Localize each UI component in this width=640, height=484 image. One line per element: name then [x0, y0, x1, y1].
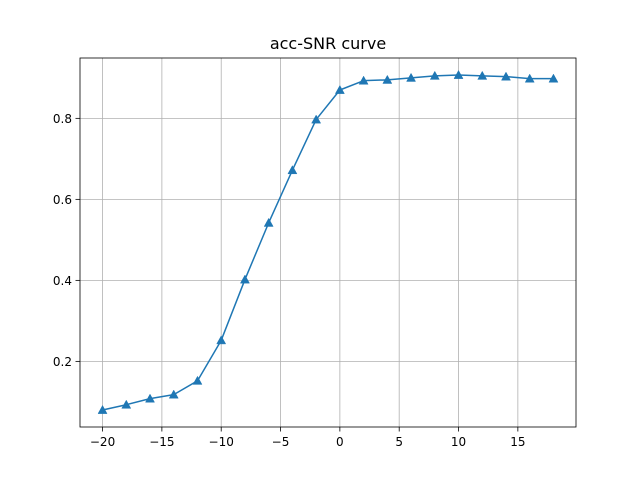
data-point-marker [548, 73, 559, 83]
data-point-marker [453, 69, 464, 79]
x-tick-label: 5 [395, 435, 403, 449]
data-point-marker [192, 375, 203, 385]
data-point-marker [501, 71, 511, 81]
x-tick-label: −20 [90, 435, 115, 449]
y-tick-label: 0.6 [53, 193, 72, 207]
data-point-marker [382, 74, 393, 84]
grid [80, 58, 576, 427]
y-tick-label: 0.4 [53, 274, 72, 288]
y-tick-label: 0.2 [53, 355, 72, 369]
data-point-marker [97, 404, 108, 414]
data-point-marker [287, 165, 298, 175]
series-line [102, 74, 554, 411]
x-tick-label: −5 [272, 435, 290, 449]
data-point-marker [168, 389, 179, 399]
chart-title: acc-SNR curve [270, 34, 386, 53]
x-tick-label: 0 [336, 435, 344, 449]
data-point-marker [477, 70, 488, 80]
data-point-marker [429, 70, 440, 80]
data-point-marker [216, 335, 227, 345]
x-tick-label: 15 [510, 435, 525, 449]
y-axis: 0.2 0.4 0.6 0.8 [53, 112, 80, 369]
x-tick-label: −15 [149, 435, 174, 449]
data-point-marker [406, 72, 416, 82]
series-layer [97, 69, 559, 414]
plot-frame [79, 57, 577, 428]
data-point-marker [263, 217, 274, 227]
x-axis: −20 −15 −10 −5 0 5 10 15 [90, 427, 525, 449]
data-point-marker [334, 84, 345, 94]
data-point-marker [121, 399, 132, 409]
data-point-marker [358, 75, 369, 85]
x-tick-label: −10 [209, 435, 234, 449]
data-point-marker [311, 114, 322, 124]
data-point-marker [145, 393, 155, 403]
y-tick-label: 0.8 [53, 112, 72, 126]
x-tick-label: 10 [451, 435, 466, 449]
data-point-marker [524, 73, 535, 83]
data-point-marker [240, 274, 250, 284]
